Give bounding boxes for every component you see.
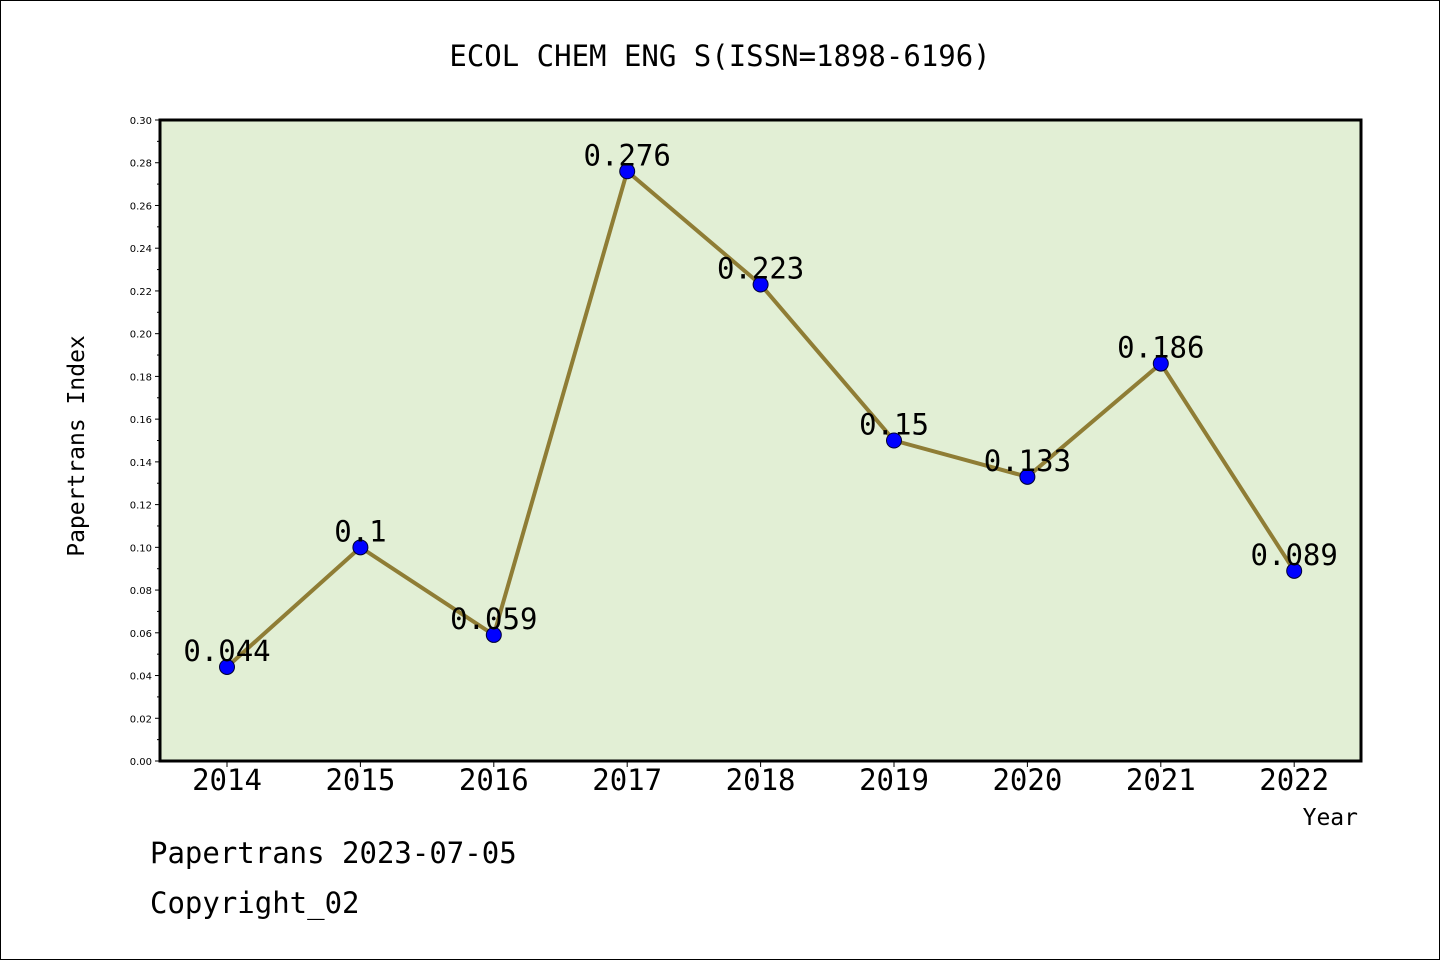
y-tick-label: 0.12 bbox=[130, 501, 152, 512]
y-tick-label: 0.06 bbox=[130, 629, 152, 640]
data-point bbox=[1019, 468, 1036, 485]
x-tick-label: 2022 bbox=[1259, 763, 1329, 797]
data-label: 0.186 bbox=[1117, 331, 1204, 365]
data-label: 0.223 bbox=[717, 252, 804, 286]
y-tick-label: 0.18 bbox=[130, 372, 152, 383]
x-tick-label: 2015 bbox=[325, 763, 395, 797]
x-tick-label: 2017 bbox=[592, 763, 662, 797]
data-label: 0.089 bbox=[1251, 538, 1338, 572]
y-tick-label: 0.30 bbox=[130, 116, 152, 127]
x-tick-label: 2021 bbox=[1126, 763, 1196, 797]
data-label: 0.1 bbox=[334, 514, 386, 548]
y-tick-label: 0.20 bbox=[130, 330, 152, 341]
data-label: 0.133 bbox=[984, 444, 1071, 478]
footer-date: Papertrans 2023-07-05 bbox=[150, 836, 517, 870]
y-tick-label: 0.26 bbox=[130, 201, 152, 212]
x-axis-ticks: 2014 2015 2016 2017 2018 2019 2020 2021 2022 bbox=[192, 761, 1329, 797]
series-markers bbox=[219, 163, 1303, 675]
data-point bbox=[352, 539, 369, 556]
plot-border bbox=[158, 118, 1363, 763]
y-axis-label: Papertrans Index bbox=[64, 335, 90, 557]
data-point bbox=[1152, 355, 1169, 372]
y-tick-label: 0.02 bbox=[130, 714, 152, 725]
chart-title: ECOL CHEM ENG S(ISSN=1898-6196) bbox=[449, 39, 990, 73]
data-point bbox=[219, 658, 235, 675]
x-tick-label: 2020 bbox=[992, 763, 1062, 797]
x-tick-label: 2014 bbox=[192, 763, 262, 797]
x-axis-label: Year bbox=[1303, 805, 1358, 831]
data-label: 0.044 bbox=[183, 634, 270, 668]
data-point bbox=[485, 626, 502, 643]
y-tick-label: 0.10 bbox=[130, 543, 152, 554]
y-tick-label: 0.22 bbox=[130, 287, 152, 298]
data-point bbox=[619, 163, 636, 180]
data-label: 0.276 bbox=[584, 138, 671, 172]
data-label: 0.15 bbox=[859, 408, 929, 442]
x-tick-label: 2019 bbox=[859, 763, 929, 797]
x-tick-label: 2016 bbox=[459, 763, 529, 797]
data-point bbox=[886, 432, 902, 449]
y-tick-label: 0.14 bbox=[130, 458, 152, 469]
y-axis-ticks: 0.00 0.02 0.04 0.06 0.08 0.10 0.12 0.14 0.16 0.18… bbox=[130, 116, 160, 768]
y-tick-label: 0.00 bbox=[130, 757, 152, 768]
data-labels: 0.044 0.1 0.059 0.276 0.223 0.15 0.133 0.186 0.0… bbox=[183, 138, 1338, 668]
y-tick-label: 0.08 bbox=[130, 586, 152, 597]
y-tick-label: 0.04 bbox=[130, 672, 152, 683]
plot-area bbox=[160, 120, 1361, 761]
data-point bbox=[752, 276, 769, 293]
y-tick-label: 0.28 bbox=[130, 159, 152, 170]
data-point bbox=[1286, 562, 1303, 579]
x-tick-label: 2018 bbox=[726, 763, 796, 797]
data-label: 0.059 bbox=[450, 602, 537, 636]
y-tick-label: 0.16 bbox=[130, 415, 152, 426]
y-tick-label: 0.24 bbox=[130, 244, 152, 255]
footer-copyright: Copyright_02 bbox=[150, 886, 360, 921]
